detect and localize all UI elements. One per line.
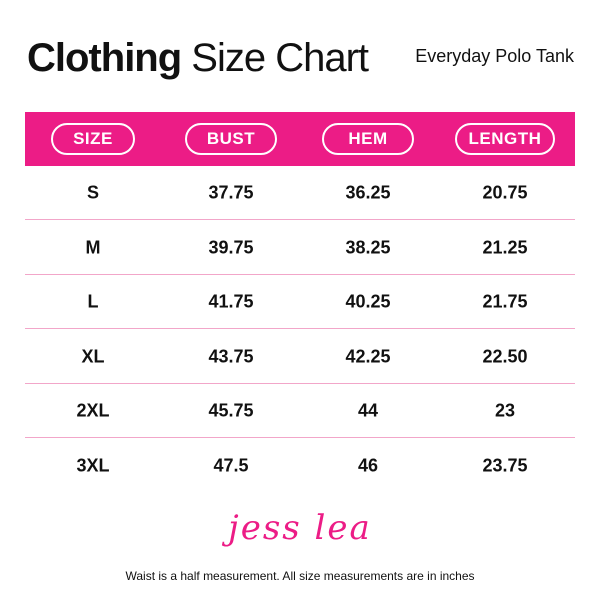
measurement: 23 bbox=[494, 400, 516, 421]
header-band: SIZE BUST HEM LENGTH bbox=[25, 112, 575, 166]
footer-note: Waist is a half measurement. All size me… bbox=[125, 569, 475, 583]
column-header: BUST bbox=[185, 123, 277, 155]
measurement: 41.75 bbox=[208, 291, 254, 312]
title-bold: Clothing bbox=[27, 36, 182, 80]
measurement: 22.50 bbox=[482, 346, 528, 367]
size-label: S bbox=[86, 182, 99, 203]
size-label: 2XL bbox=[76, 400, 110, 421]
measurement: 44 bbox=[357, 400, 379, 421]
brand-signature: jess lea bbox=[228, 508, 372, 548]
column-header: HEM bbox=[322, 123, 414, 155]
measurement: 20.75 bbox=[482, 182, 528, 203]
row-divider bbox=[25, 382, 575, 384]
row-divider bbox=[25, 219, 575, 220]
measurement: 45.75 bbox=[208, 400, 254, 421]
size-label: L bbox=[87, 291, 99, 312]
column-header: LENGTH bbox=[455, 123, 555, 155]
row-divider bbox=[25, 273, 575, 275]
row-divider bbox=[25, 328, 575, 330]
measurement: 21.75 bbox=[482, 291, 528, 312]
measurement: 37.75 bbox=[208, 182, 254, 203]
measurement: 46 bbox=[357, 455, 379, 476]
size-label: XL bbox=[81, 346, 105, 367]
measurement: 39.75 bbox=[208, 237, 254, 258]
title-rest: Size Chart bbox=[191, 36, 369, 80]
measurement: 23.75 bbox=[482, 455, 528, 476]
measurement: 21.25 bbox=[482, 237, 528, 258]
row-divider bbox=[25, 437, 575, 439]
product-name: Everyday Polo Tank bbox=[415, 46, 574, 66]
size-label: 3XL bbox=[76, 455, 110, 476]
measurement: 47.5 bbox=[213, 455, 249, 476]
title: Clothing Size Chart bbox=[27, 36, 369, 81]
measurement: 36.25 bbox=[345, 182, 391, 203]
column-header: SIZE bbox=[51, 123, 135, 155]
measurement: 42.25 bbox=[345, 346, 391, 367]
measurement: 43.75 bbox=[208, 346, 254, 367]
size-label: M bbox=[85, 237, 101, 258]
measurement: 40.25 bbox=[345, 291, 391, 312]
measurement: 38.25 bbox=[345, 237, 391, 258]
